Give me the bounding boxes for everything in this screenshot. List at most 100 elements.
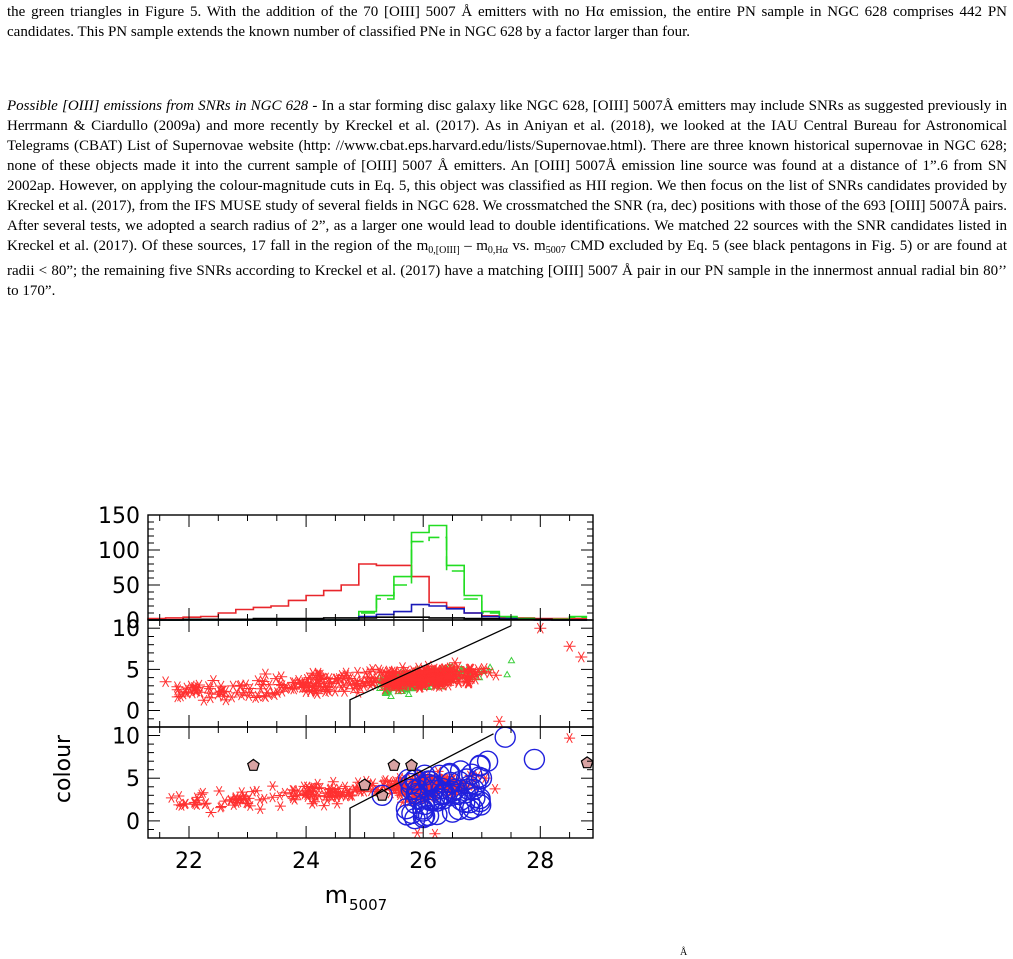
snr-text-d: CMD excluded by Eq. 5 (see black pentago… (7, 238, 1007, 299)
hii-star (346, 790, 358, 801)
hii-star (185, 680, 198, 692)
hii-star-outlier (429, 828, 441, 839)
snr-circle (439, 762, 461, 785)
snr-heading: Possible [OIII] emissions from SNRs in N… (7, 98, 309, 114)
hii-star (189, 799, 201, 810)
pn-triangle (404, 690, 413, 697)
selection-cut-line (349, 733, 494, 838)
hii-star (258, 793, 270, 804)
pn-triangle (387, 692, 395, 699)
selection-cut-line (349, 625, 512, 727)
hii-star-outlier (564, 733, 576, 744)
hii-star (318, 800, 330, 811)
hii-star-outlier (493, 715, 506, 727)
hii-star (173, 791, 185, 802)
snr-text-b: – m (459, 238, 488, 254)
hii-star-outlier (165, 792, 177, 803)
snr-circle (401, 802, 423, 825)
hii-star (312, 778, 324, 789)
hii-star (230, 792, 242, 803)
pn-triangle (375, 684, 384, 691)
snr-pentagon (246, 758, 260, 771)
hii-star (197, 694, 210, 706)
hii-star (279, 787, 291, 798)
snr-circle (446, 783, 468, 805)
hii-star (331, 786, 343, 797)
histogram-series-1 (148, 524, 588, 621)
snr-circle (441, 780, 463, 803)
snr-pentagon (358, 778, 372, 791)
snr-circle (523, 748, 546, 771)
x-tick-label: 22 (175, 849, 203, 874)
snr-text-a: - In a star forming disc galaxy like NGC… (7, 98, 1007, 254)
hii-star (274, 801, 286, 812)
hii-star (247, 786, 259, 797)
snr-circle (494, 726, 516, 748)
snr-circle (412, 798, 434, 820)
hii-star (344, 789, 356, 800)
hii-star (292, 790, 304, 801)
snr-circle (419, 790, 441, 812)
hii-star (249, 692, 262, 703)
middle-y-tick-label: 0 (126, 700, 140, 725)
paragraph-intro: the green triangles in Figure 5. With th… (7, 4, 1007, 40)
hii-star-outlier (177, 688, 190, 700)
snr-text-c: vs. m (507, 238, 546, 254)
hii-star (462, 676, 475, 688)
middle-y-tick-label: 5 (126, 658, 140, 683)
hii-star (344, 672, 357, 684)
snr-circle (400, 778, 422, 800)
hii-star (459, 666, 472, 678)
hii-star (267, 781, 279, 792)
hii-star (380, 680, 393, 692)
snr-pentagon (405, 758, 418, 771)
hii-star (403, 673, 416, 685)
hii-star (242, 690, 255, 702)
hii-star (186, 687, 199, 699)
bottom-frame (147, 726, 594, 839)
snr-sub-5007: 5007 (545, 245, 566, 256)
hii-star (366, 676, 379, 688)
pn-triangle (507, 656, 516, 664)
hii-star (326, 678, 339, 690)
x-axis-label-sub: 5007 (349, 896, 387, 914)
hii-star (257, 676, 270, 687)
hii-star (442, 679, 455, 691)
hii-star (267, 792, 278, 803)
bottom-y-tick-label: 5 (126, 767, 140, 792)
bottom-y-tick-label: 10 (112, 725, 140, 750)
hii-star (448, 657, 461, 669)
hii-star (288, 785, 300, 796)
hii-star (380, 775, 391, 786)
hii-star (258, 690, 271, 702)
middle-y-tick-label: 10 (112, 617, 140, 642)
hii-star-outlier (575, 651, 588, 663)
snr-circle (461, 763, 483, 785)
hii-star (350, 679, 363, 691)
snr-circle (458, 799, 481, 821)
x-tick-label: 26 (409, 849, 437, 874)
hii-star (314, 674, 327, 685)
hii-star (301, 673, 314, 685)
hii-star (322, 685, 335, 697)
hii-star (235, 679, 247, 691)
pn-triangle (503, 670, 512, 678)
hii-star (383, 665, 395, 677)
hii-star (213, 785, 225, 796)
snr-pentagon (375, 788, 389, 801)
hii-star (307, 681, 320, 693)
hii-star (349, 784, 361, 795)
hii-star (205, 807, 217, 818)
histogram-y-tick-label: 150 (98, 505, 140, 529)
hii-star (276, 680, 289, 692)
hii-star-outlier (563, 640, 576, 652)
snr-circle (413, 805, 436, 827)
hii-star (176, 800, 187, 811)
snr-circle (371, 784, 393, 806)
hii-star (235, 689, 248, 701)
hii-star (216, 686, 229, 697)
hii-star (489, 669, 502, 681)
hii-star (320, 791, 331, 802)
x-tick-label: 24 (292, 849, 320, 874)
hii-star (204, 687, 217, 699)
